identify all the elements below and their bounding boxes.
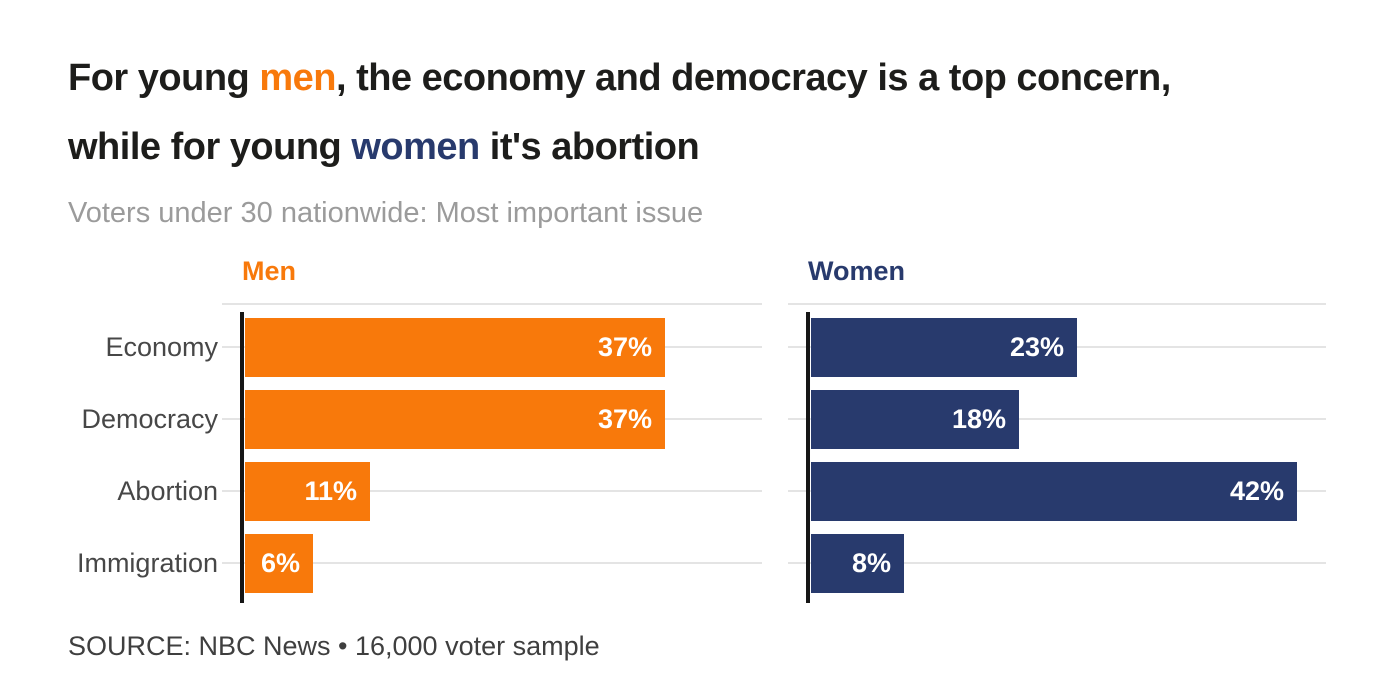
bar-value-women-abortion: 42% <box>1229 476 1284 506</box>
gridline <box>222 303 762 305</box>
bar-men-immigration: 6% <box>245 534 313 593</box>
bar-women-immigration: 8% <box>811 534 904 593</box>
headline-text: For young <box>68 57 260 99</box>
bar-value-women-economy: 23% <box>1009 332 1064 362</box>
headline-line-1: For young men, the economy and democracy… <box>68 57 1171 100</box>
headline-text: while for young <box>68 126 352 168</box>
men-bar-chart: 37% 37% 11% 6% <box>222 300 762 603</box>
headline-highlight-women: women <box>351 126 480 168</box>
chart-subtitle: Voters under 30 nationwide: Most importa… <box>68 197 704 229</box>
headline-line-2: while for young women it's abortion <box>68 126 700 169</box>
bar-value-women-immigration: 8% <box>851 548 891 578</box>
gridline <box>788 303 1326 305</box>
gridline <box>788 418 1326 420</box>
bar-men-economy: 37% <box>245 318 665 377</box>
y-axis-men <box>240 312 244 603</box>
headline-text: it's abortion <box>479 126 700 168</box>
headline-highlight-men: men <box>259 57 336 99</box>
gridline <box>222 490 762 492</box>
bar-women-economy: 23% <box>811 318 1077 377</box>
bar-men-democracy: 37% <box>245 390 665 449</box>
y-axis-women <box>806 312 810 603</box>
gridline <box>222 562 762 564</box>
gridline <box>788 562 1326 564</box>
women-bar-chart: 23% 18% 42% 8% <box>788 300 1326 603</box>
category-label-abortion: Abortion <box>117 476 218 506</box>
panel-header-women: Women <box>808 256 906 286</box>
bar-value-men-democracy: 37% <box>597 404 652 434</box>
bar-value-women-democracy: 18% <box>951 404 1006 434</box>
category-label-immigration: Immigration <box>76 548 218 578</box>
category-label-democracy: Democracy <box>81 404 218 434</box>
bar-value-men-economy: 37% <box>597 332 652 362</box>
bar-men-abortion: 11% <box>245 462 370 521</box>
panel-header-men: Men <box>242 256 296 286</box>
bar-value-men-immigration: 6% <box>260 548 300 578</box>
headline-text: , the economy and democracy is a top con… <box>335 57 1171 99</box>
bar-women-abortion: 42% <box>811 462 1297 521</box>
category-label-economy: Economy <box>105 332 218 362</box>
bar-women-democracy: 18% <box>811 390 1019 449</box>
bar-value-men-abortion: 11% <box>304 476 357 506</box>
source-attribution: SOURCE: NBC News • 16,000 voter sample <box>68 631 600 661</box>
